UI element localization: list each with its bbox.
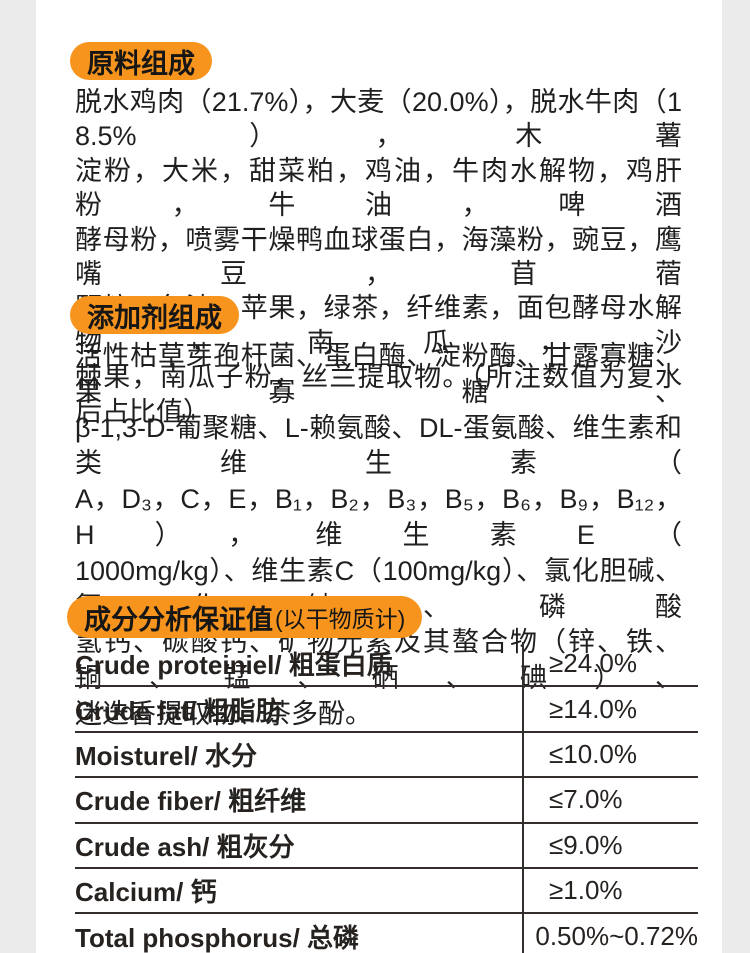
additives-line: 迷迭香提取物、茶多酚。 [75, 698, 372, 729]
section-title-analysis: 成分分析保证值 [84, 604, 273, 635]
analysis-label: Total phosphorus/ 总磷 [75, 922, 360, 953]
analysis-label: Crude fat/ 粗脂肪 [75, 695, 282, 726]
ingredients-line: 酵母粉，喷雾干燥鸭血球蛋白，海藻粉，豌豆，鹰嘴豆，苜蓿 [75, 224, 682, 290]
analysis-label: Crude fiber/ 粗纤维 [75, 786, 307, 817]
analysis-label: Crude proteiniel/ 粗蛋白质 [75, 650, 393, 681]
table-row: Moisturel/ 水分 ≤10.0% [75, 733, 698, 779]
ingredients-line: 脱水鸡肉（21.7%），大麦（20.0%），脱水牛肉（18.5%），木薯 [75, 87, 682, 152]
table-row: Calcium/ 钙 ≥1.0% [75, 869, 698, 915]
section-title-additives: 添加剂组成 [87, 302, 222, 333]
additives-line: 活性枯草芽孢杆菌、蛋白酶、淀粉酶、甘露寡糖、果寡糖、 [75, 341, 682, 407]
analysis-label: Calcium/ 钙 [75, 877, 217, 908]
analysis-value: ≥24.0% [549, 648, 637, 679]
section-badge-analysis: 成分分析保证值 (以干物质计) [67, 596, 423, 638]
table-row: Crude ash/ 粗灰分 ≤9.0% [75, 824, 698, 869]
table-column-divider [522, 642, 524, 953]
section-badge-ingredients: 原料组成 [70, 42, 212, 80]
analysis-value: ≥1.0% [549, 875, 623, 906]
analysis-value: ≥14.0% [549, 693, 637, 724]
ingredients-line: 棘果，南瓜子粉，丝兰提取物。（所注数值为复水后占比值） [75, 362, 682, 427]
ingredients-paragraph: 脱水鸡肉（21.7%），大麦（20.0%），脱水牛肉（18.5%），木薯 淀粉，… [75, 85, 682, 429]
additives-line: β-1,3-D-葡聚糖、L-赖氨酸、DL-蛋氨酸、维生素和类维生素（ [75, 412, 682, 479]
additives-paragraph: 活性枯草芽孢杆菌、蛋白酶、淀粉酶、甘露寡糖、果寡糖、 β-1,3-D-葡聚糖、L… [75, 339, 682, 733]
analysis-value: ≤7.0% [549, 784, 623, 815]
additives-line: 氢钙、碳酸钙、矿物元素及其螯合物（锌、铁、铜、锰、硒、碘）、 [75, 627, 682, 694]
analysis-label: Moisturel/ 水分 [75, 740, 258, 771]
table-row: Crude fiber/ 粗纤维 ≤7.0% [75, 778, 698, 824]
analysis-value: ≤10.0% [549, 738, 637, 769]
table-row: Total phosphorus/ 总磷 0.50%~0.72% [75, 914, 698, 953]
section-title-analysis-note: (以干物质计) [275, 606, 406, 632]
analysis-label: Crude ash/ 粗灰分 [75, 831, 295, 862]
ingredients-line: 淀粉，大米，甜菜粕，鸡油，牛肉水解物，鸡肝粉，牛油，啤酒 [75, 155, 682, 221]
table-row: Crude fat/ 粗脂肪 ≥14.0% [75, 687, 698, 733]
analysis-value: ≤9.0% [549, 829, 623, 860]
section-title-ingredients: 原料组成 [87, 48, 195, 79]
guaranteed-analysis-table: Crude proteiniel/ 粗蛋白质 ≥24.0% Crude fat/… [75, 642, 698, 953]
product-description-panel: 原料组成 脱水鸡肉（21.7%），大麦（20.0%），脱水牛肉（18.5%），木… [36, 0, 722, 953]
analysis-value: 0.50%~0.72% [535, 920, 698, 951]
section-badge-additives: 添加剂组成 [70, 296, 239, 334]
table-row: Crude proteiniel/ 粗蛋白质 ≥24.0% [75, 642, 698, 688]
additives-line: A，D₃，C，E，B₁，B₂，B₃，B₅，B₆，B₉，B₁₂，H），维生素E（ [75, 484, 683, 550]
